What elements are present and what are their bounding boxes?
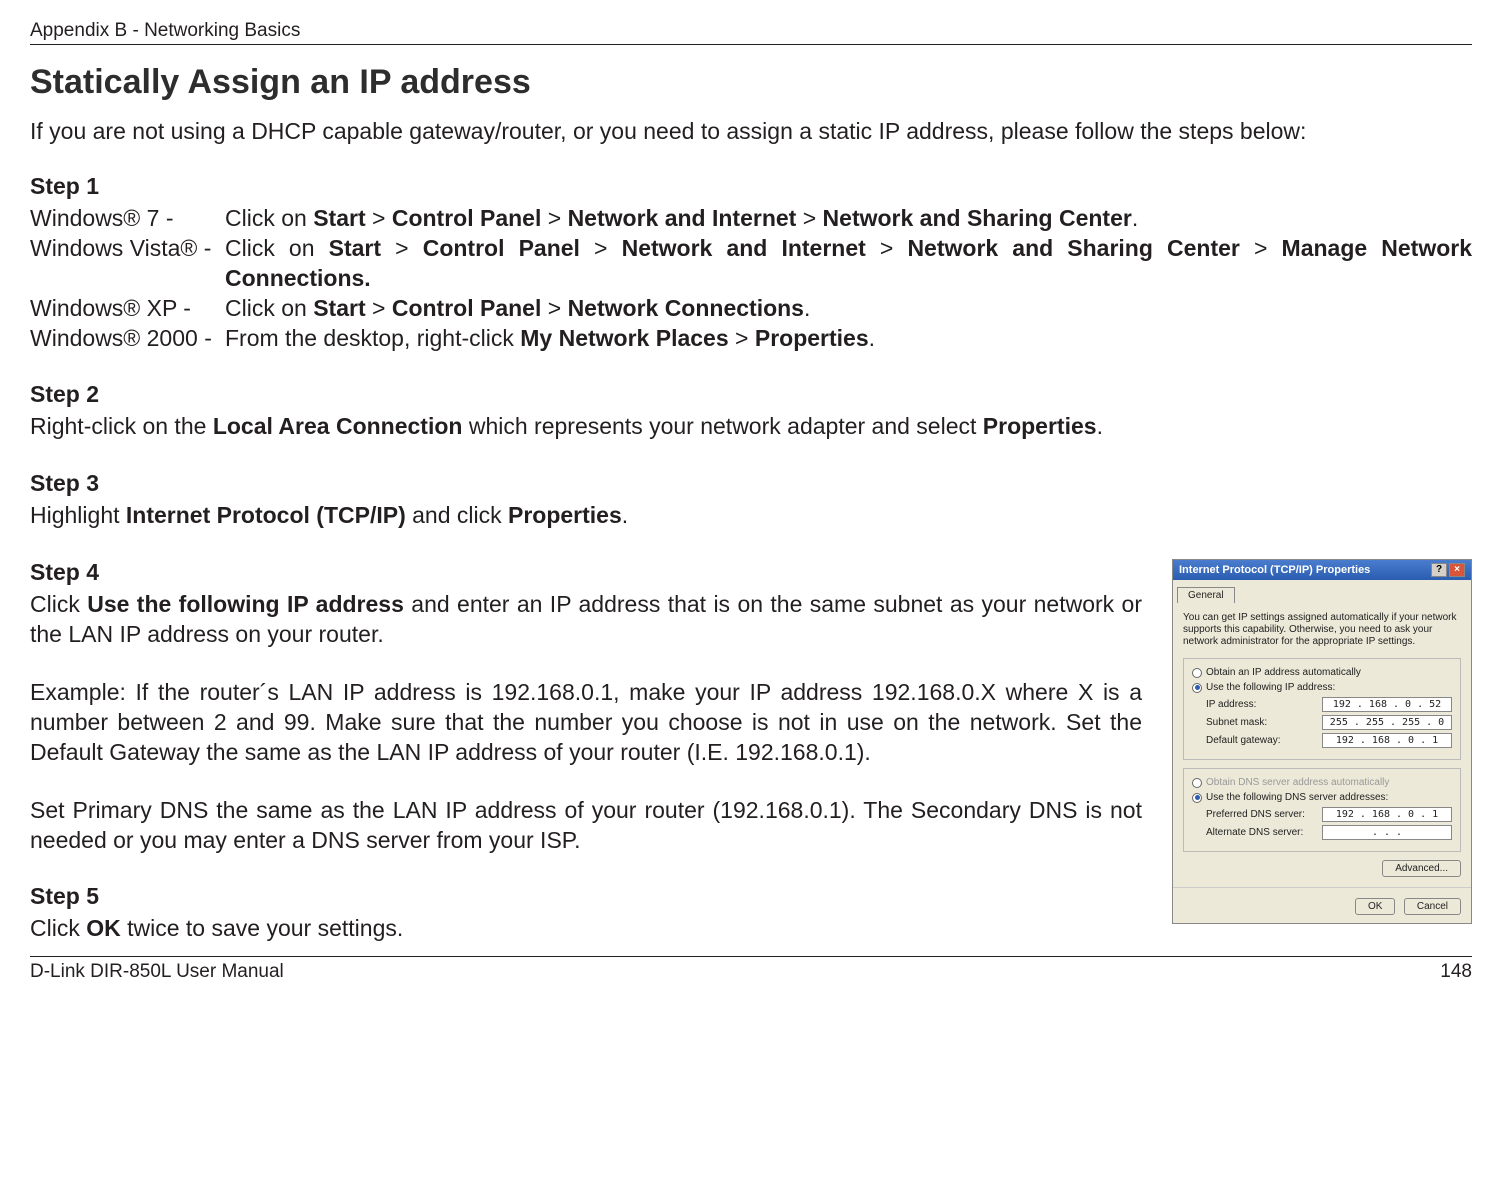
step-4-container: Step 4 Click Use the following IP addres…: [30, 559, 1472, 944]
subnet-input[interactable]: 255 . 255 . 255 . 0: [1322, 715, 1452, 730]
os-label-vista: Windows Vista® -: [30, 234, 225, 294]
os-label-2000: Windows® 2000 -: [30, 324, 225, 354]
radio-auto-dns-row: Obtain DNS server address automatically: [1192, 777, 1452, 788]
step1-row-win7: Windows® 7 - Click on Start > Control Pa…: [30, 204, 1472, 234]
os-label-xp: Windows® XP -: [30, 294, 225, 324]
step-4-p2: Example: If the router´s LAN IP address …: [30, 678, 1142, 768]
subnet-row: Subnet mask: 255 . 255 . 255 . 0: [1206, 715, 1452, 730]
step-3-block: Step 3 Highlight Internet Protocol (TCP/…: [30, 470, 1472, 531]
step-2-text: Right-click on the Local Area Connection…: [30, 412, 1472, 442]
close-icon[interactable]: ×: [1449, 563, 1465, 577]
page-title: Statically Assign an IP address: [30, 63, 1472, 102]
instruction-2000: From the desktop, right-click My Network…: [225, 324, 1472, 354]
step-4-heading: Step 4: [30, 559, 1142, 586]
os-label-win7: Windows® 7 -: [30, 204, 225, 234]
page-number: 148: [1440, 961, 1472, 983]
step1-row-xp: Windows® XP - Click on Start > Control P…: [30, 294, 1472, 324]
ip-address-row: IP address: 192 . 168 . 0 . 52: [1206, 697, 1452, 712]
alt-dns-row: Alternate DNS server: . . .: [1206, 825, 1452, 840]
page-footer: D-Link DIR-850L User Manual 148: [30, 956, 1472, 983]
radio-icon: [1192, 793, 1202, 803]
gateway-input[interactable]: 192 . 168 . 0 . 1: [1322, 733, 1452, 748]
instruction-xp: Click on Start > Control Panel > Network…: [225, 294, 1472, 324]
radio-icon: [1192, 668, 1202, 678]
step-3-heading: Step 3: [30, 470, 1472, 497]
dialog-footer: OK Cancel: [1173, 887, 1471, 923]
advanced-button[interactable]: Advanced...: [1382, 860, 1461, 877]
dialog-titlebar: Internet Protocol (TCP/IP) Properties ? …: [1173, 560, 1471, 580]
alt-dns-label: Alternate DNS server:: [1206, 827, 1303, 838]
step-3-text: Highlight Internet Protocol (TCP/IP) and…: [30, 501, 1472, 531]
help-icon[interactable]: ?: [1431, 563, 1447, 577]
ok-button[interactable]: OK: [1355, 898, 1395, 915]
step1-row-2000: Windows® 2000 - From the desktop, right-…: [30, 324, 1472, 354]
step1-row-vista: Windows Vista® - Click on Start > Contro…: [30, 234, 1472, 294]
pref-dns-input[interactable]: 192 . 168 . 0 . 1: [1322, 807, 1452, 822]
instruction-win7: Click on Start > Control Panel > Network…: [225, 204, 1472, 234]
step-5-heading: Step 5: [30, 883, 1142, 910]
step-2-block: Step 2 Right-click on the Local Area Con…: [30, 381, 1472, 442]
manual-title: D-Link DIR-850L User Manual: [30, 961, 284, 983]
appendix-label: Appendix B - Networking Basics: [30, 20, 1472, 42]
tab-general[interactable]: General: [1177, 587, 1235, 603]
dialog-tabs: General: [1173, 580, 1471, 602]
gateway-label: Default gateway:: [1206, 735, 1281, 746]
ip-group: Obtain an IP address automatically Use t…: [1183, 658, 1461, 760]
dialog-title: Internet Protocol (TCP/IP) Properties: [1179, 564, 1370, 576]
pref-dns-row: Preferred DNS server: 192 . 168 . 0 . 1: [1206, 807, 1452, 822]
radio-use-dns-label: Use the following DNS server addresses:: [1206, 792, 1388, 803]
step-4-p3: Set Primary DNS the same as the LAN IP a…: [30, 796, 1142, 856]
step-2-heading: Step 2: [30, 381, 1472, 408]
alt-dns-input[interactable]: . . .: [1322, 825, 1452, 840]
step-4-p1: Click Use the following IP address and e…: [30, 590, 1142, 650]
dialog-body: You can get IP settings assigned automat…: [1173, 602, 1471, 887]
dns-group: Obtain DNS server address automatically …: [1183, 768, 1461, 852]
instruction-vista: Click on Start > Control Panel > Network…: [225, 234, 1472, 294]
tcp-ip-dialog: Internet Protocol (TCP/IP) Properties ? …: [1172, 559, 1472, 924]
subnet-label: Subnet mask:: [1206, 717, 1267, 728]
radio-auto-dns-label: Obtain DNS server address automatically: [1206, 777, 1389, 788]
radio-auto-ip-label: Obtain an IP address automatically: [1206, 667, 1361, 678]
radio-auto-ip-row[interactable]: Obtain an IP address automatically: [1192, 667, 1452, 678]
radio-icon: [1192, 683, 1202, 693]
step-5-text: Click OK twice to save your settings.: [30, 914, 1142, 944]
radio-icon: [1192, 778, 1202, 788]
ip-address-input[interactable]: 192 . 168 . 0 . 52: [1322, 697, 1452, 712]
dialog-description: You can get IP settings assigned automat…: [1183, 612, 1461, 648]
advanced-row: Advanced...: [1183, 860, 1461, 877]
step-1-block: Step 1 Windows® 7 - Click on Start > Con…: [30, 173, 1472, 353]
cancel-button[interactable]: Cancel: [1404, 898, 1461, 915]
radio-use-dns-row[interactable]: Use the following DNS server addresses:: [1192, 792, 1452, 803]
pref-dns-label: Preferred DNS server:: [1206, 809, 1305, 820]
radio-use-ip-row[interactable]: Use the following IP address:: [1192, 682, 1452, 693]
radio-use-ip-label: Use the following IP address:: [1206, 682, 1335, 693]
intro-text: If you are not using a DHCP capable gate…: [30, 118, 1472, 145]
ip-address-label: IP address:: [1206, 699, 1256, 710]
step-1-heading: Step 1: [30, 173, 1472, 200]
gateway-row: Default gateway: 192 . 168 . 0 . 1: [1206, 733, 1452, 748]
